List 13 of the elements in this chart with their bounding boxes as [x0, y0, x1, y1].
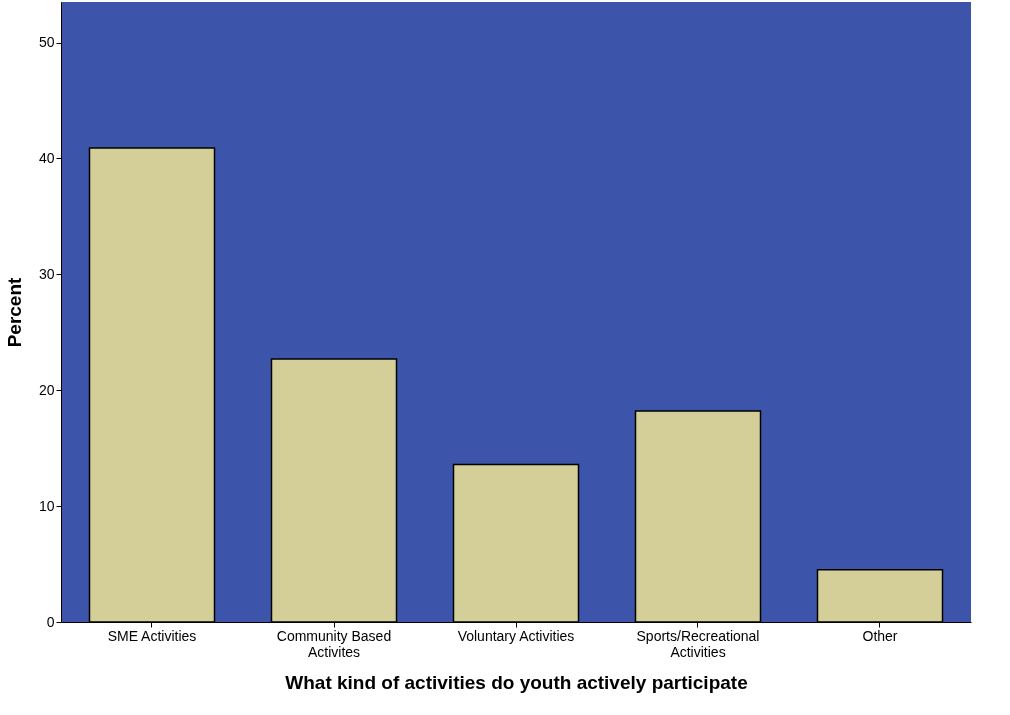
x-axis-title: What kind of activities do youth actively participate [285, 671, 748, 693]
y-tick-label: 20 [38, 381, 55, 398]
y-tick-label: 10 [38, 497, 55, 514]
y-tick-label: 50 [38, 34, 55, 51]
y-tick-label: 30 [38, 265, 55, 282]
x-tick-label: Voluntary Activities [457, 627, 575, 644]
y-tick-label: 0 [46, 613, 55, 630]
x-tick-label: Sports/Recreational Activities [636, 627, 760, 660]
x-tick-label: Other [862, 627, 898, 644]
x-tick-label: Community Based Activites [276, 627, 392, 660]
x-tick-label: SME Activities [107, 627, 197, 644]
y-axis-title: Percent [3, 276, 25, 348]
y-tick-label: 40 [38, 149, 55, 166]
